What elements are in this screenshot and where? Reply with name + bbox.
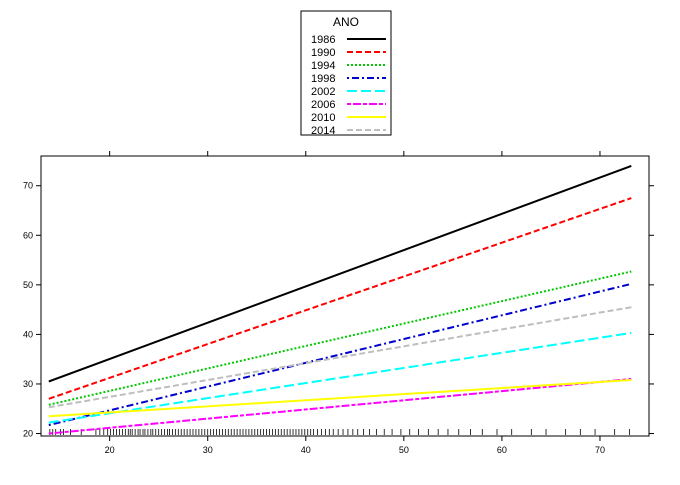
legend-label-2014: 2014 (311, 125, 335, 137)
series-line-1986 (48, 164, 632, 383)
legend-label-2010: 2010 (311, 112, 335, 124)
x-tick-label: 30 (203, 445, 213, 455)
series-line-2014 (48, 306, 632, 409)
series-line-1994 (48, 270, 632, 406)
legend-label-1990: 1990 (311, 47, 335, 59)
series-lines (48, 164, 632, 435)
legend-label-1998: 1998 (311, 73, 335, 85)
legend-label-1994: 1994 (311, 60, 335, 72)
series-line-1990 (48, 197, 632, 400)
y-tick-label: 40 (23, 329, 33, 339)
series-line-1998 (48, 282, 632, 427)
y-tick-label: 50 (23, 280, 33, 290)
rug (49, 429, 630, 435)
plot-area: 20 30 40 50 60 70 20 30 40 50 60 70 (23, 151, 654, 455)
series-line-2002 (48, 331, 632, 424)
y-tick-label: 30 (23, 379, 33, 389)
x-tick-label: 50 (399, 445, 409, 455)
x-tick-label: 60 (497, 445, 507, 455)
plot-frame (40, 155, 650, 437)
x-tick-label: 20 (105, 445, 115, 455)
legend-label-2006: 2006 (311, 99, 335, 111)
y-tick-label: 70 (23, 181, 33, 191)
series-line-2006 (48, 378, 632, 435)
y-tick-label: 20 (23, 429, 33, 439)
axis-ticks: 20 30 40 50 60 70 20 30 40 50 60 70 (23, 151, 654, 455)
legend-box (300, 10, 392, 136)
legend-label-2002: 2002 (311, 86, 335, 98)
series-line-2010 (48, 379, 632, 418)
legend-label-1986: 1986 (311, 34, 335, 46)
legend-title: ANO (333, 15, 359, 29)
x-tick-label: 40 (301, 445, 311, 455)
y-tick-label: 60 (23, 230, 33, 240)
x-tick-label: 70 (595, 445, 605, 455)
